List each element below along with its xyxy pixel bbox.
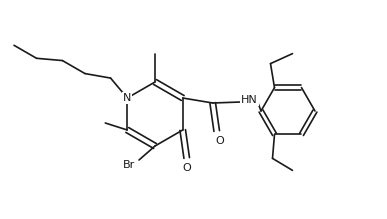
Text: Br: Br [123, 160, 135, 170]
Text: O: O [215, 136, 224, 146]
Text: HN: HN [241, 95, 258, 105]
Text: O: O [182, 163, 191, 173]
Text: N: N [123, 93, 132, 103]
